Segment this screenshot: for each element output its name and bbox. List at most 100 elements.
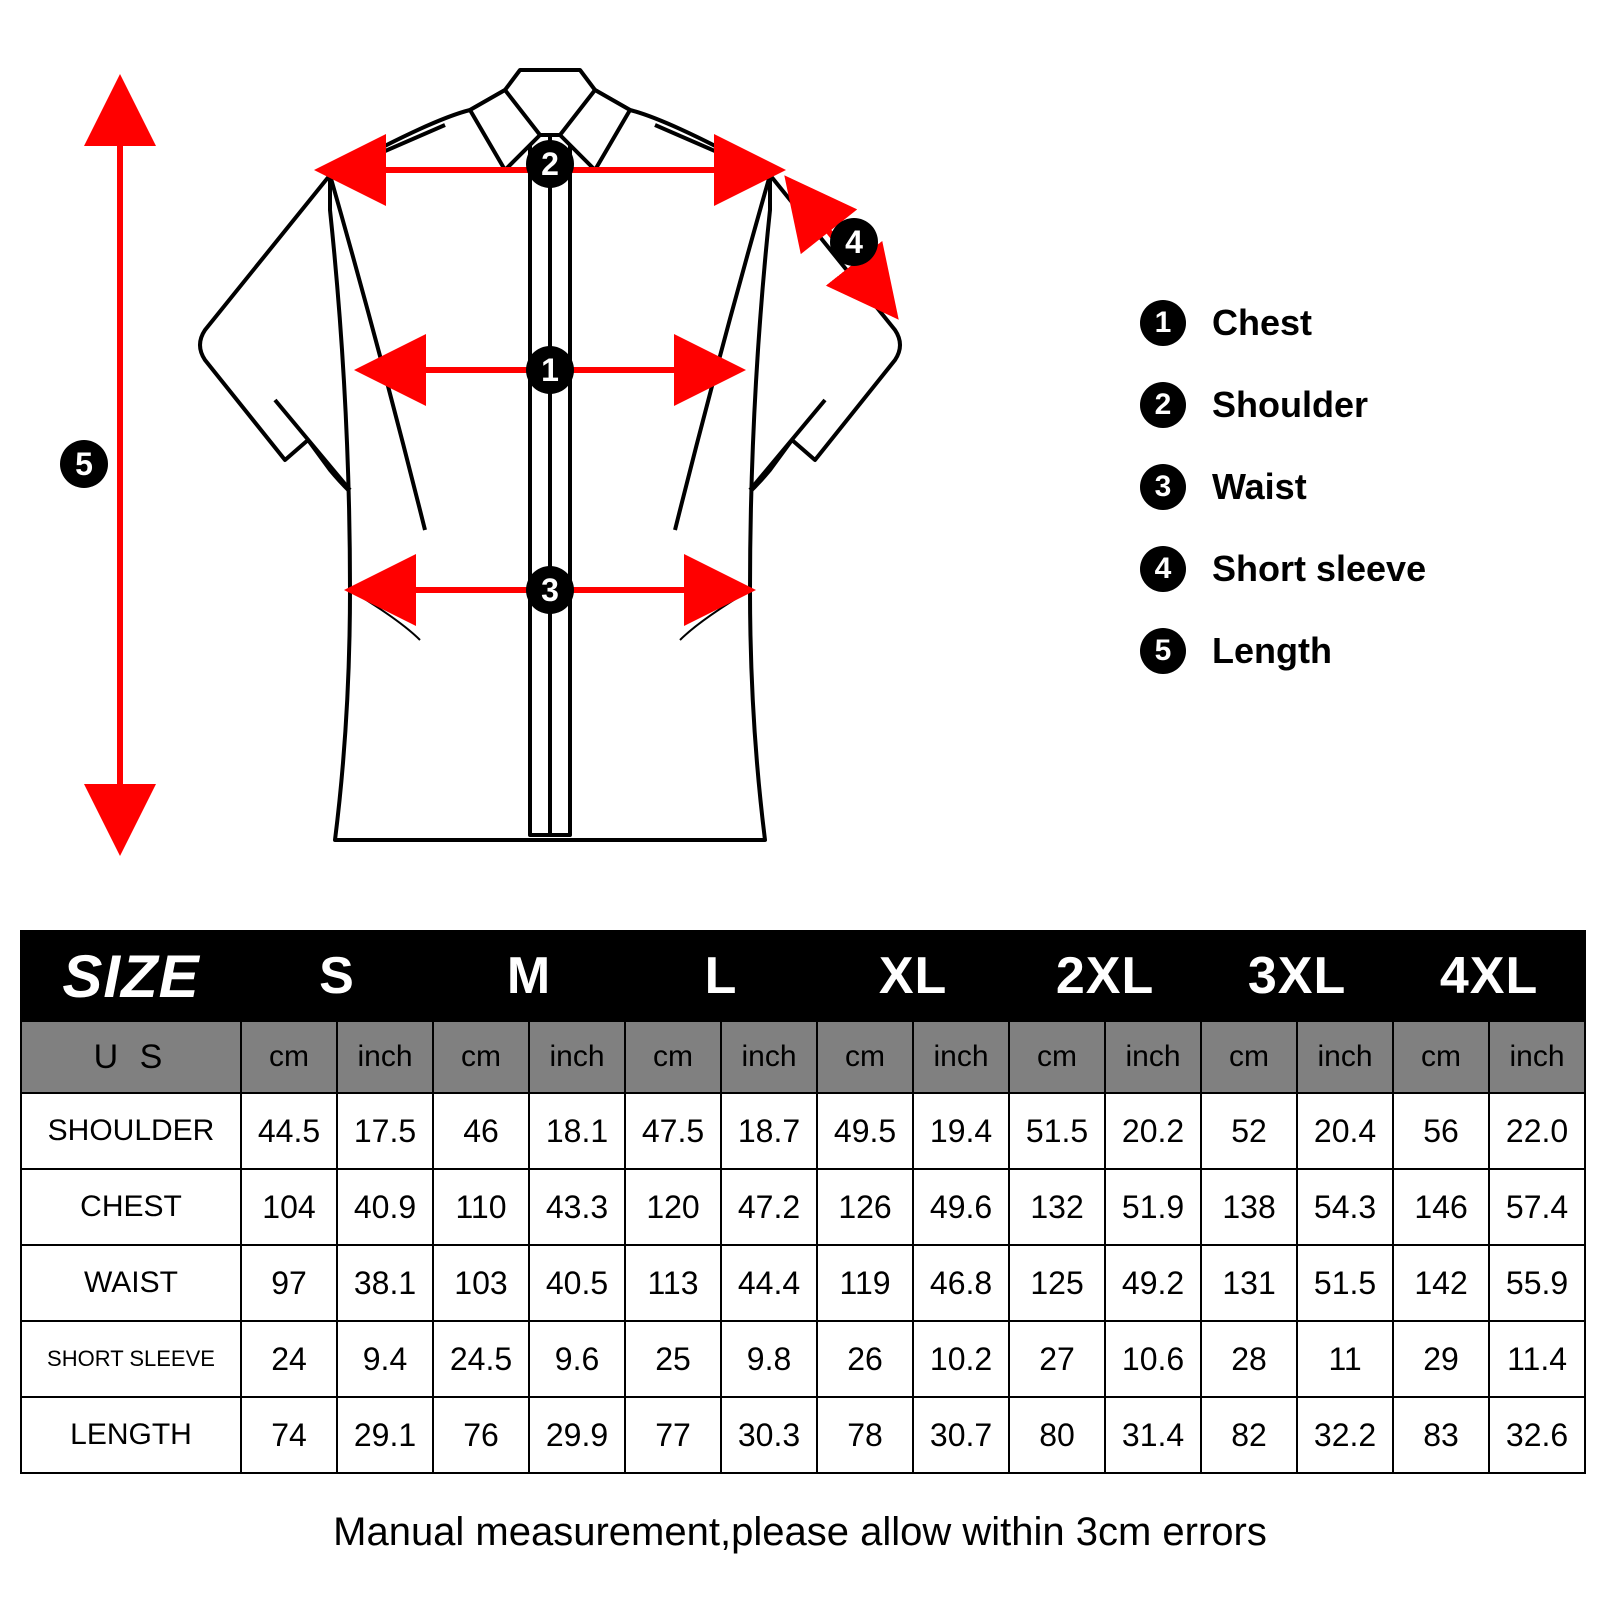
legend-label-4: Short sleeve bbox=[1212, 548, 1426, 590]
cell: 43.3 bbox=[529, 1169, 625, 1245]
cell: 49.5 bbox=[817, 1093, 913, 1169]
cell: 76 bbox=[433, 1397, 529, 1473]
cell: 32.6 bbox=[1489, 1397, 1585, 1473]
cell: 11.4 bbox=[1489, 1321, 1585, 1397]
unit-inch: inch bbox=[337, 1021, 433, 1093]
table-header-row: SIZE S M L XL 2XL 3XL 4XL bbox=[21, 931, 1585, 1021]
cell: 32.2 bbox=[1297, 1397, 1393, 1473]
unit-inch: inch bbox=[1105, 1021, 1201, 1093]
cell: 46 bbox=[433, 1093, 529, 1169]
marker-3-badge: 3 bbox=[526, 566, 574, 614]
rowhdr-shoulder: SHOULDER bbox=[21, 1093, 241, 1169]
cell: 80 bbox=[1009, 1397, 1105, 1473]
th-size-m: M bbox=[433, 931, 625, 1021]
legend-badge-5: 5 bbox=[1140, 628, 1186, 674]
marker-4-badge: 4 bbox=[830, 218, 878, 266]
cell: 47.2 bbox=[721, 1169, 817, 1245]
cell: 28 bbox=[1201, 1321, 1297, 1397]
th-size-3xl: 3XL bbox=[1201, 931, 1393, 1021]
marker-2-badge: 2 bbox=[526, 140, 574, 188]
unit-cm: cm bbox=[817, 1021, 913, 1093]
cell: 54.3 bbox=[1297, 1169, 1393, 1245]
cell: 9.4 bbox=[337, 1321, 433, 1397]
unit-cm: cm bbox=[1393, 1021, 1489, 1093]
unit-inch: inch bbox=[529, 1021, 625, 1093]
th-region: U S bbox=[21, 1021, 241, 1093]
th-size-2xl: 2XL bbox=[1009, 931, 1201, 1021]
cell: 49.2 bbox=[1105, 1245, 1201, 1321]
table-row-length: LENGTH 7429.1 7629.9 7730.3 7830.7 8031.… bbox=[21, 1397, 1585, 1473]
marker-5-badge: 5 bbox=[60, 440, 108, 488]
rowhdr-length: LENGTH bbox=[21, 1397, 241, 1473]
th-size: SIZE bbox=[21, 931, 241, 1021]
cell: 18.1 bbox=[529, 1093, 625, 1169]
table-subheader-row: U S cminch cminch cminch cminch cminch c… bbox=[21, 1021, 1585, 1093]
cell: 18.7 bbox=[721, 1093, 817, 1169]
table-row-waist: WAIST 9738.1 10340.5 11344.4 11946.8 125… bbox=[21, 1245, 1585, 1321]
cell: 51.5 bbox=[1297, 1245, 1393, 1321]
rowhdr-waist: WAIST bbox=[21, 1245, 241, 1321]
unit-cm: cm bbox=[625, 1021, 721, 1093]
cell: 52 bbox=[1201, 1093, 1297, 1169]
cell: 22.0 bbox=[1489, 1093, 1585, 1169]
cell: 20.2 bbox=[1105, 1093, 1201, 1169]
cell: 113 bbox=[625, 1245, 721, 1321]
cell: 74 bbox=[241, 1397, 337, 1473]
cell: 119 bbox=[817, 1245, 913, 1321]
legend-label-5: Length bbox=[1212, 630, 1332, 672]
cell: 138 bbox=[1201, 1169, 1297, 1245]
cell: 17.5 bbox=[337, 1093, 433, 1169]
table-row-chest: CHEST 10440.9 11043.3 12047.2 12649.6 13… bbox=[21, 1169, 1585, 1245]
cell: 40.5 bbox=[529, 1245, 625, 1321]
th-size-xl: XL bbox=[817, 931, 1009, 1021]
cell: 51.5 bbox=[1009, 1093, 1105, 1169]
cell: 24 bbox=[241, 1321, 337, 1397]
cell: 49.6 bbox=[913, 1169, 1009, 1245]
cell: 30.7 bbox=[913, 1397, 1009, 1473]
cell: 56 bbox=[1393, 1093, 1489, 1169]
cell: 97 bbox=[241, 1245, 337, 1321]
cell: 46.8 bbox=[913, 1245, 1009, 1321]
cell: 31.4 bbox=[1105, 1397, 1201, 1473]
size-table: SIZE S M L XL 2XL 3XL 4XL U S cminch cmi… bbox=[20, 930, 1586, 1474]
legend-row-1: 1 Chest bbox=[1140, 300, 1426, 346]
table-row-short-sleeve: SHORT SLEEVE 249.4 24.59.6 259.8 2610.2 … bbox=[21, 1321, 1585, 1397]
th-size-4xl: 4XL bbox=[1393, 931, 1585, 1021]
cell: 103 bbox=[433, 1245, 529, 1321]
cell: 126 bbox=[817, 1169, 913, 1245]
unit-cm: cm bbox=[241, 1021, 337, 1093]
cell: 20.4 bbox=[1297, 1093, 1393, 1169]
legend-row-3: 3 Waist bbox=[1140, 464, 1426, 510]
cell: 142 bbox=[1393, 1245, 1489, 1321]
cell: 55.9 bbox=[1489, 1245, 1585, 1321]
cell: 38.1 bbox=[337, 1245, 433, 1321]
cell: 40.9 bbox=[337, 1169, 433, 1245]
legend-badge-4: 4 bbox=[1140, 546, 1186, 592]
cell: 19.4 bbox=[913, 1093, 1009, 1169]
unit-inch: inch bbox=[721, 1021, 817, 1093]
cell: 25 bbox=[625, 1321, 721, 1397]
cell: 104 bbox=[241, 1169, 337, 1245]
cell: 29.9 bbox=[529, 1397, 625, 1473]
cell: 10.6 bbox=[1105, 1321, 1201, 1397]
legend-row-4: 4 Short sleeve bbox=[1140, 546, 1426, 592]
unit-inch: inch bbox=[1489, 1021, 1585, 1093]
footnote: Manual measurement,please allow within 3… bbox=[0, 1510, 1600, 1555]
legend-badge-2: 2 bbox=[1140, 382, 1186, 428]
unit-cm: cm bbox=[433, 1021, 529, 1093]
cell: 44.5 bbox=[241, 1093, 337, 1169]
cell: 30.3 bbox=[721, 1397, 817, 1473]
th-size-l: L bbox=[625, 931, 817, 1021]
unit-cm: cm bbox=[1009, 1021, 1105, 1093]
cell: 131 bbox=[1201, 1245, 1297, 1321]
cell: 110 bbox=[433, 1169, 529, 1245]
legend-label-1: Chest bbox=[1212, 302, 1312, 344]
legend-badge-1: 1 bbox=[1140, 300, 1186, 346]
cell: 9.6 bbox=[529, 1321, 625, 1397]
cell: 47.5 bbox=[625, 1093, 721, 1169]
legend-badge-3: 3 bbox=[1140, 464, 1186, 510]
cell: 83 bbox=[1393, 1397, 1489, 1473]
unit-cm: cm bbox=[1201, 1021, 1297, 1093]
legend-row-2: 2 Shoulder bbox=[1140, 382, 1426, 428]
cell: 11 bbox=[1297, 1321, 1393, 1397]
